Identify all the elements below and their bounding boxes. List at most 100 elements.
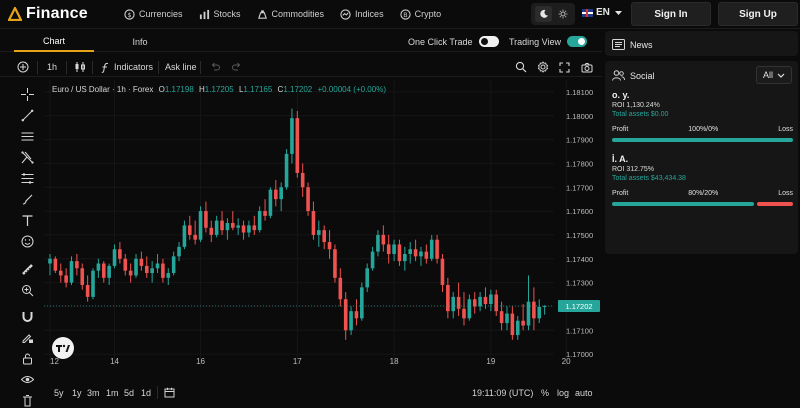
ask-line-button[interactable]: Ask line — [165, 62, 197, 72]
nav-commodities[interactable]: Commodities — [257, 9, 324, 20]
candle — [123, 258, 128, 271]
log-scale-toggle[interactable]: log — [557, 387, 570, 398]
range-1m[interactable]: 1m — [106, 387, 119, 398]
candle — [472, 299, 477, 307]
range-1d[interactable]: 1d — [141, 387, 152, 398]
users-icon — [612, 70, 625, 81]
crypto-icon: B — [399, 8, 411, 20]
lock-drawings-tool[interactable] — [19, 350, 35, 366]
sign-up-button[interactable]: Sign Up — [718, 2, 798, 26]
trader-card[interactable]: o. y. ROI 1,130.24% Total assets $0.00 P… — [612, 90, 793, 142]
one-click-trade-switch[interactable] — [478, 36, 499, 47]
time-tick-label: 14 — [110, 357, 119, 366]
lines-icon — [21, 132, 33, 140]
trader-card[interactable]: İ. A. ROI 312.75% Total assets $43,434.3… — [612, 154, 793, 206]
news-card[interactable]: News — [605, 31, 798, 56]
redo-button[interactable] — [232, 57, 242, 77]
candle-type-button[interactable] — [74, 57, 86, 77]
quick-search-button[interactable] — [515, 57, 527, 77]
trend-line-tool[interactable] — [19, 107, 35, 123]
time-tick-label: 18 — [390, 357, 399, 366]
fullscreen-button[interactable] — [559, 57, 570, 77]
redo-icon — [232, 62, 241, 71]
trader-assets: Total assets $0.00 — [612, 111, 669, 118]
hide-drawings-tool[interactable] — [19, 371, 35, 387]
nav-currencies[interactable]: $ Currencies — [124, 8, 183, 20]
remove-drawings-tool[interactable] — [19, 392, 35, 408]
candle — [193, 234, 197, 240]
tab-info[interactable]: Info — [132, 36, 148, 47]
utc-clock[interactable]: 19:11:09 (UTC) — [472, 387, 534, 398]
social-filter-dropdown[interactable]: All — [756, 66, 792, 84]
tradingview-logo[interactable] — [52, 337, 74, 359]
brush-tool[interactable] — [19, 191, 35, 207]
nav-stocks[interactable]: Stocks — [199, 9, 241, 20]
profit-bar — [612, 138, 793, 142]
time-tick-label: 20 — [562, 357, 571, 366]
undo-button[interactable] — [210, 57, 220, 77]
drawing-mode-tool[interactable] — [19, 329, 35, 345]
light-mode-toggle[interactable] — [554, 6, 571, 22]
percent-scale-toggle[interactable]: % — [541, 387, 550, 398]
interval-selector[interactable]: 1h — [47, 62, 58, 72]
dark-mode-toggle[interactable] — [535, 6, 552, 22]
fib-tool[interactable] — [19, 170, 35, 186]
candle — [376, 234, 380, 252]
emoji-tool[interactable] — [19, 233, 35, 249]
price-tick-label: 1.17300 — [566, 279, 593, 288]
range-3m[interactable]: 3m — [87, 387, 100, 398]
crosshair-tool[interactable] — [19, 86, 35, 102]
candle — [96, 263, 101, 271]
trader-name: İ. A. — [612, 154, 629, 164]
candle — [214, 220, 219, 235]
last-price-label: 1.17202 — [565, 302, 592, 311]
theme-switcher — [531, 3, 575, 25]
snapshot-button[interactable] — [581, 57, 593, 77]
candle — [515, 320, 520, 336]
svg-text:B: B — [403, 10, 407, 18]
text-tool[interactable] — [19, 212, 35, 228]
price-tick-label: 1.18100 — [566, 88, 593, 97]
price-chart[interactable]: 1.18100 1.18000 1.17900 1.17800 1.17700 1.176… — [44, 80, 602, 366]
magnet-icon — [22, 311, 32, 322]
nav-crypto[interactable]: B Crypto — [399, 8, 441, 20]
candle — [284, 153, 289, 188]
chart-toolbar: 1h Indicators Ask line — [0, 57, 602, 77]
ruler-tool[interactable] — [19, 261, 35, 277]
candle — [101, 263, 106, 278]
settings-button[interactable] — [537, 57, 549, 77]
pitchfork-tool[interactable] — [19, 149, 35, 165]
one-click-trade-toggle[interactable]: One Click Trade — [408, 31, 499, 52]
tab-chart[interactable]: Chart — [14, 31, 94, 52]
legend-symbol: Euro / US Dollar · 1h · Forex — [52, 85, 154, 94]
chevron-down-icon — [614, 10, 622, 15]
add-symbol-button[interactable] — [17, 57, 29, 77]
pitchfork-icon — [20, 150, 34, 164]
undo-icon — [211, 62, 220, 71]
nav-indices[interactable]: Indices — [340, 8, 384, 20]
candle — [521, 320, 525, 326]
candle — [403, 253, 407, 262]
range-5y[interactable]: 5y — [54, 387, 64, 398]
horizontal-lines-tool[interactable] — [19, 128, 35, 144]
auto-scale-toggle[interactable]: auto — [575, 387, 593, 398]
candle — [370, 251, 375, 269]
zoom-in-tool[interactable] — [19, 282, 35, 298]
news-title: News — [630, 39, 653, 50]
range-5d[interactable]: 5d — [124, 387, 135, 398]
sign-in-button[interactable]: Sign In — [631, 2, 711, 26]
profit-loss-row: Profit 100%/0% Loss — [612, 126, 793, 133]
go-to-date-button[interactable] — [164, 380, 175, 405]
magnet-tool[interactable] — [19, 308, 35, 324]
candle — [456, 296, 461, 309]
indicators-button[interactable]: Indicators — [100, 57, 153, 77]
candle — [537, 306, 542, 319]
range-1y[interactable]: 1y — [72, 387, 82, 398]
trading-view-switch[interactable] — [567, 36, 588, 47]
candle — [247, 225, 251, 233]
language-selector[interactable]: EN — [582, 7, 623, 18]
candle — [413, 249, 418, 257]
brand-logo[interactable]: Finance — [8, 5, 108, 23]
trading-view-toggle[interactable]: Trading View — [509, 31, 588, 52]
candlestick-chart[interactable]: 1.18100 1.18000 1.17900 1.17800 1.17700 1.176… — [44, 80, 602, 366]
